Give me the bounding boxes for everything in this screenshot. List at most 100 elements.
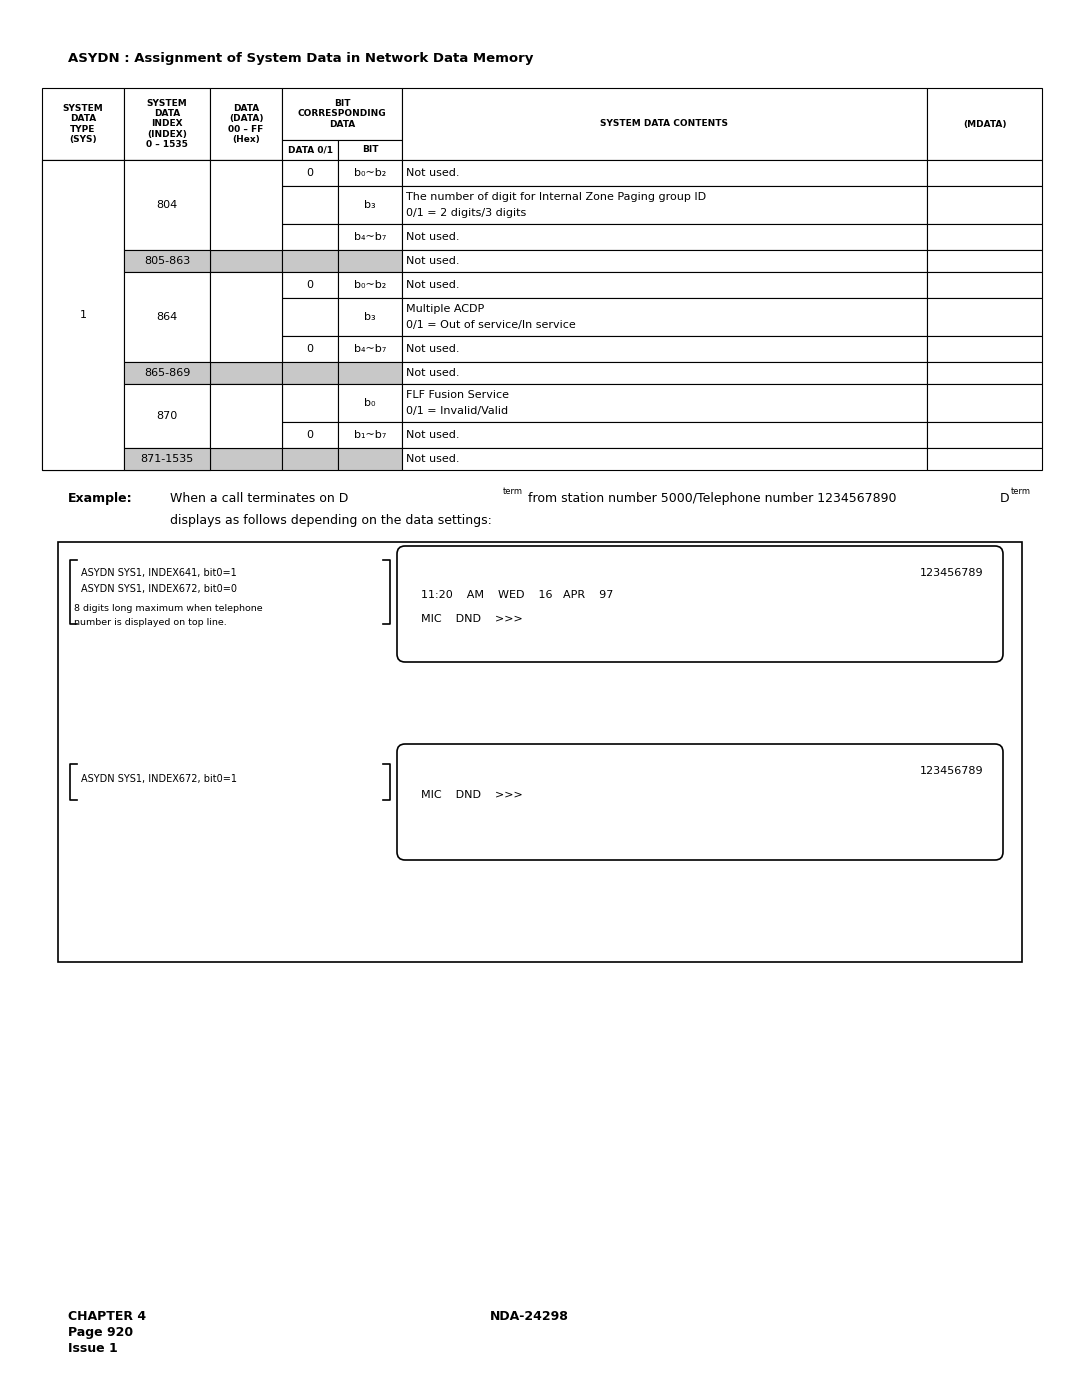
Bar bbox=[402, 224, 927, 250]
Text: (MDATA): (MDATA) bbox=[962, 120, 1007, 129]
Bar bbox=[124, 161, 210, 250]
Bar bbox=[42, 161, 124, 469]
Bar bbox=[402, 272, 927, 298]
Text: term: term bbox=[1011, 488, 1031, 496]
Bar bbox=[338, 272, 402, 298]
Text: SYSTEM
DATA
TYPE
(SYS): SYSTEM DATA TYPE (SYS) bbox=[63, 103, 104, 144]
Text: 870: 870 bbox=[157, 411, 177, 420]
Bar bbox=[42, 161, 124, 186]
Bar bbox=[124, 250, 210, 272]
Bar bbox=[42, 337, 124, 362]
Bar bbox=[402, 422, 927, 448]
Bar bbox=[124, 298, 210, 337]
Bar bbox=[338, 224, 402, 250]
Bar bbox=[282, 384, 338, 422]
Bar bbox=[124, 161, 210, 186]
Text: 123456789: 123456789 bbox=[919, 569, 983, 578]
Text: ASYDN SYS1, INDEX641, bit0=1: ASYDN SYS1, INDEX641, bit0=1 bbox=[81, 569, 237, 578]
Bar bbox=[927, 88, 1042, 161]
Bar bbox=[927, 250, 1042, 272]
Text: ASYDN SYS1, INDEX672, bit0=0: ASYDN SYS1, INDEX672, bit0=0 bbox=[81, 584, 237, 594]
Text: Not used.: Not used. bbox=[406, 168, 459, 177]
Text: b₄~b₇: b₄~b₇ bbox=[354, 344, 387, 353]
Text: DATA 0/1: DATA 0/1 bbox=[287, 145, 333, 155]
Text: ASYDN SYS1, INDEX672, bit0=1: ASYDN SYS1, INDEX672, bit0=1 bbox=[81, 774, 237, 784]
Bar bbox=[124, 224, 210, 250]
Bar bbox=[210, 384, 282, 448]
Bar bbox=[42, 272, 124, 298]
Text: When a call terminates on D: When a call terminates on D bbox=[170, 492, 349, 504]
Bar bbox=[338, 337, 402, 362]
Bar bbox=[282, 362, 338, 384]
Text: 123456789: 123456789 bbox=[919, 766, 983, 775]
Text: ASYDN : Assignment of System Data in Network Data Memory: ASYDN : Assignment of System Data in Net… bbox=[68, 52, 534, 66]
Bar bbox=[210, 88, 282, 161]
Bar bbox=[124, 448, 210, 469]
Bar bbox=[210, 186, 282, 224]
Bar bbox=[210, 384, 282, 422]
Text: from station number 5000/Telephone number 1234567890: from station number 5000/Telephone numbe… bbox=[524, 492, 896, 504]
Text: MIC    DND    >>>: MIC DND >>> bbox=[421, 615, 523, 624]
Bar bbox=[927, 422, 1042, 448]
Text: 0/1 = 2 digits/3 digits: 0/1 = 2 digits/3 digits bbox=[406, 208, 526, 218]
Bar bbox=[210, 362, 282, 384]
Bar bbox=[927, 186, 1042, 224]
Text: displays as follows depending on the data settings:: displays as follows depending on the dat… bbox=[170, 514, 491, 527]
Bar bbox=[927, 384, 1042, 422]
Text: The number of digit for Internal Zone Paging group ID: The number of digit for Internal Zone Pa… bbox=[406, 191, 706, 201]
Bar bbox=[210, 298, 282, 337]
Bar bbox=[58, 542, 1022, 963]
Bar bbox=[124, 186, 210, 224]
Bar bbox=[338, 448, 402, 469]
Text: 0/1 = Invalid/Valid: 0/1 = Invalid/Valid bbox=[406, 407, 508, 416]
Text: 871-1535: 871-1535 bbox=[140, 454, 193, 464]
Text: 8 digits long maximum when telephone: 8 digits long maximum when telephone bbox=[75, 604, 262, 613]
Bar bbox=[210, 250, 282, 272]
FancyBboxPatch shape bbox=[397, 745, 1003, 861]
Bar bbox=[210, 422, 282, 448]
Bar bbox=[282, 88, 402, 140]
Text: 0: 0 bbox=[307, 430, 313, 440]
Text: Multiple ACDP: Multiple ACDP bbox=[406, 303, 484, 314]
Bar bbox=[210, 272, 282, 362]
Bar bbox=[42, 186, 124, 224]
Bar bbox=[124, 272, 210, 298]
Bar bbox=[124, 337, 210, 362]
Bar bbox=[927, 362, 1042, 384]
Bar bbox=[124, 384, 210, 448]
Bar bbox=[282, 448, 338, 469]
Text: 805-863: 805-863 bbox=[144, 256, 190, 265]
Text: SYSTEM
DATA
INDEX
(INDEX)
0 – 1535: SYSTEM DATA INDEX (INDEX) 0 – 1535 bbox=[146, 99, 188, 149]
Text: DATA
(DATA)
00 – FF
(Hex): DATA (DATA) 00 – FF (Hex) bbox=[228, 103, 264, 144]
Text: Not used.: Not used. bbox=[406, 454, 459, 464]
Bar bbox=[927, 272, 1042, 298]
Bar bbox=[402, 161, 927, 186]
Bar bbox=[338, 250, 402, 272]
Bar bbox=[42, 384, 124, 422]
Bar bbox=[402, 298, 927, 337]
Bar bbox=[210, 161, 282, 186]
Bar bbox=[210, 337, 282, 362]
Text: Issue 1: Issue 1 bbox=[68, 1343, 118, 1355]
Bar bbox=[402, 337, 927, 362]
Bar bbox=[338, 140, 402, 161]
Text: 0/1 = Out of service/In service: 0/1 = Out of service/In service bbox=[406, 320, 576, 330]
Text: CHAPTER 4: CHAPTER 4 bbox=[68, 1310, 146, 1323]
Bar bbox=[124, 448, 210, 469]
Text: Example:: Example: bbox=[68, 492, 133, 504]
Bar bbox=[402, 448, 927, 469]
Text: Not used.: Not used. bbox=[406, 256, 459, 265]
Bar bbox=[282, 161, 338, 186]
Text: MIC    DND    >>>: MIC DND >>> bbox=[421, 789, 523, 800]
Bar bbox=[402, 250, 927, 272]
Bar bbox=[124, 250, 210, 272]
Text: b₁~b₇: b₁~b₇ bbox=[354, 430, 387, 440]
Bar bbox=[42, 362, 124, 384]
Bar bbox=[402, 384, 927, 422]
Text: term: term bbox=[503, 488, 523, 496]
Bar bbox=[210, 448, 282, 469]
Bar bbox=[338, 186, 402, 224]
Text: Not used.: Not used. bbox=[406, 232, 459, 242]
Bar bbox=[42, 250, 124, 272]
Bar bbox=[338, 422, 402, 448]
